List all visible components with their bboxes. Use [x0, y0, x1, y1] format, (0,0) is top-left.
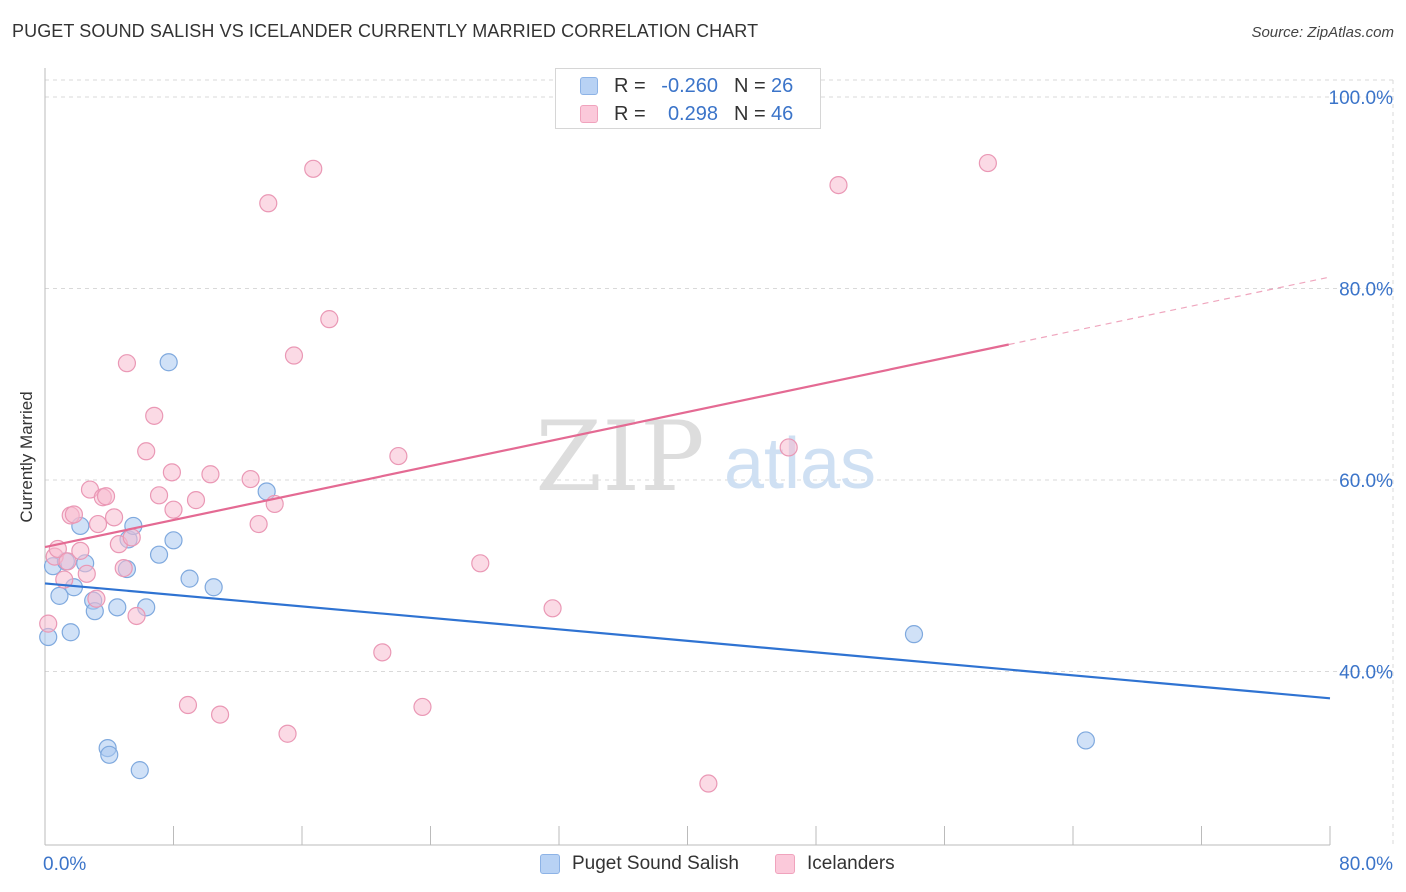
- chart-source: Source: ZipAtlas.com: [1251, 24, 1394, 41]
- y-tick-label: 40.0%: [1339, 663, 1393, 684]
- icelanders-point: [122, 528, 141, 547]
- puget-sound-salish-point: [61, 623, 80, 642]
- icelanders-point: [699, 774, 718, 793]
- legend-row-puget-sound-salish: R = -0.260 N = 26: [556, 72, 820, 100]
- bottom-legend-puget-sound-salish: Puget Sound Salish: [540, 852, 760, 876]
- puget-sound-salish-point: [108, 598, 127, 617]
- icelanders-point: [71, 541, 90, 560]
- puget-sound-salish-point: [180, 569, 199, 588]
- bottom-legend-swatch-pink: [775, 854, 795, 874]
- legend-r-label: R =: [614, 103, 646, 125]
- icelanders-point: [77, 564, 96, 583]
- icelanders-point: [39, 614, 58, 633]
- puget-sound-salish-point: [904, 625, 924, 644]
- watermark-zip: ZIP: [535, 401, 704, 513]
- legend-swatch-blue: [580, 77, 598, 95]
- icelanders-point: [88, 514, 108, 534]
- bottom-legend-label: Puget Sound Salish: [572, 853, 739, 874]
- icelanders-point: [127, 606, 146, 626]
- puget-sound-salish-point: [159, 353, 178, 372]
- points-layer: [39, 153, 1095, 793]
- legend-n-value: 26: [771, 75, 794, 97]
- icelanders-point: [413, 697, 432, 717]
- icelanders-point: [241, 469, 260, 489]
- icelanders-point: [164, 500, 183, 519]
- icelanders-point: [162, 463, 181, 482]
- puget-sound-salish-trendline: [44, 582, 1331, 700]
- legend-r-label: R =: [614, 75, 646, 97]
- icelanders-point: [104, 508, 124, 527]
- icelanders-trendline-extension: [1008, 276, 1331, 346]
- icelanders-point: [114, 558, 133, 578]
- legend-n-label: N =: [734, 103, 766, 125]
- legend-row-icelanders: R = 0.298 N = 46: [556, 100, 820, 128]
- y-tick-label: 80.0%: [1339, 280, 1393, 301]
- icelanders-point: [64, 505, 84, 524]
- icelanders-point: [471, 554, 490, 573]
- watermark: ZIP atlas: [535, 401, 876, 513]
- legend-r-value: 0.298: [667, 103, 718, 125]
- bottom-legend-icelanders: Icelanders: [775, 852, 935, 876]
- icelanders-point: [259, 194, 278, 213]
- puget-sound-salish-point: [204, 578, 223, 597]
- icelanders-point: [117, 354, 137, 373]
- icelanders-point: [304, 159, 323, 178]
- puget-sound-salish-point: [149, 545, 169, 564]
- bottom-legend-swatch-blue: [540, 854, 560, 874]
- icelanders-point: [373, 643, 392, 662]
- icelanders-point: [87, 589, 106, 608]
- bottom-legend-label: Icelanders: [807, 853, 895, 874]
- puget-sound-salish-point: [1076, 731, 1095, 750]
- grid-layer: [45, 79, 1394, 845]
- icelanders-point: [96, 487, 116, 506]
- icelanders-point: [178, 695, 198, 715]
- tick-label-layer: 100.0% 80.0% 60.0% 40.0% 0.0% 80.0%: [43, 88, 1393, 875]
- legend-swatch-pink: [580, 105, 598, 123]
- legend-r-value: -0.260: [661, 75, 718, 97]
- puget-sound-salish-point: [50, 586, 69, 605]
- y-axis-title: Currently Married: [17, 391, 36, 523]
- x-tick-label: 80.0%: [1339, 854, 1393, 875]
- icelanders-point: [58, 552, 77, 571]
- icelanders-point: [278, 724, 297, 743]
- axis-layer: [44, 68, 1331, 846]
- correlation-legend: R = -0.260 N = 26 R = 0.298 N = 46: [555, 68, 821, 129]
- icelanders-trendline: [44, 343, 1009, 549]
- icelanders-point: [779, 438, 798, 457]
- icelanders-point: [249, 514, 268, 534]
- icelanders-point: [201, 465, 220, 484]
- legend-n-value: 46: [771, 103, 794, 125]
- icelanders-point: [284, 346, 304, 365]
- icelanders-point: [137, 442, 156, 461]
- icelanders-point: [186, 491, 206, 510]
- icelanders-point: [145, 406, 164, 425]
- icelanders-point: [978, 153, 997, 173]
- legend-n-label: N =: [734, 75, 766, 97]
- icelanders-point: [210, 705, 230, 724]
- trend-layer: [44, 276, 1331, 700]
- icelanders-point: [389, 446, 408, 466]
- x-tick-label: 0.0%: [43, 854, 86, 875]
- puget-sound-salish-point: [130, 761, 149, 780]
- icelanders-point: [320, 310, 339, 329]
- y-tick-label: 60.0%: [1339, 471, 1393, 492]
- puget-sound-salish-point: [164, 531, 183, 550]
- chart-title: PUGET SOUND SALISH VS ICELANDER CURRENTL…: [12, 21, 759, 41]
- icelanders-point: [829, 175, 848, 195]
- puget-sound-salish-point: [100, 745, 119, 764]
- watermark-atlas: atlas: [724, 424, 876, 504]
- icelanders-point: [149, 486, 169, 505]
- icelanders-point: [543, 599, 562, 618]
- y-tick-label: 100.0%: [1329, 88, 1394, 109]
